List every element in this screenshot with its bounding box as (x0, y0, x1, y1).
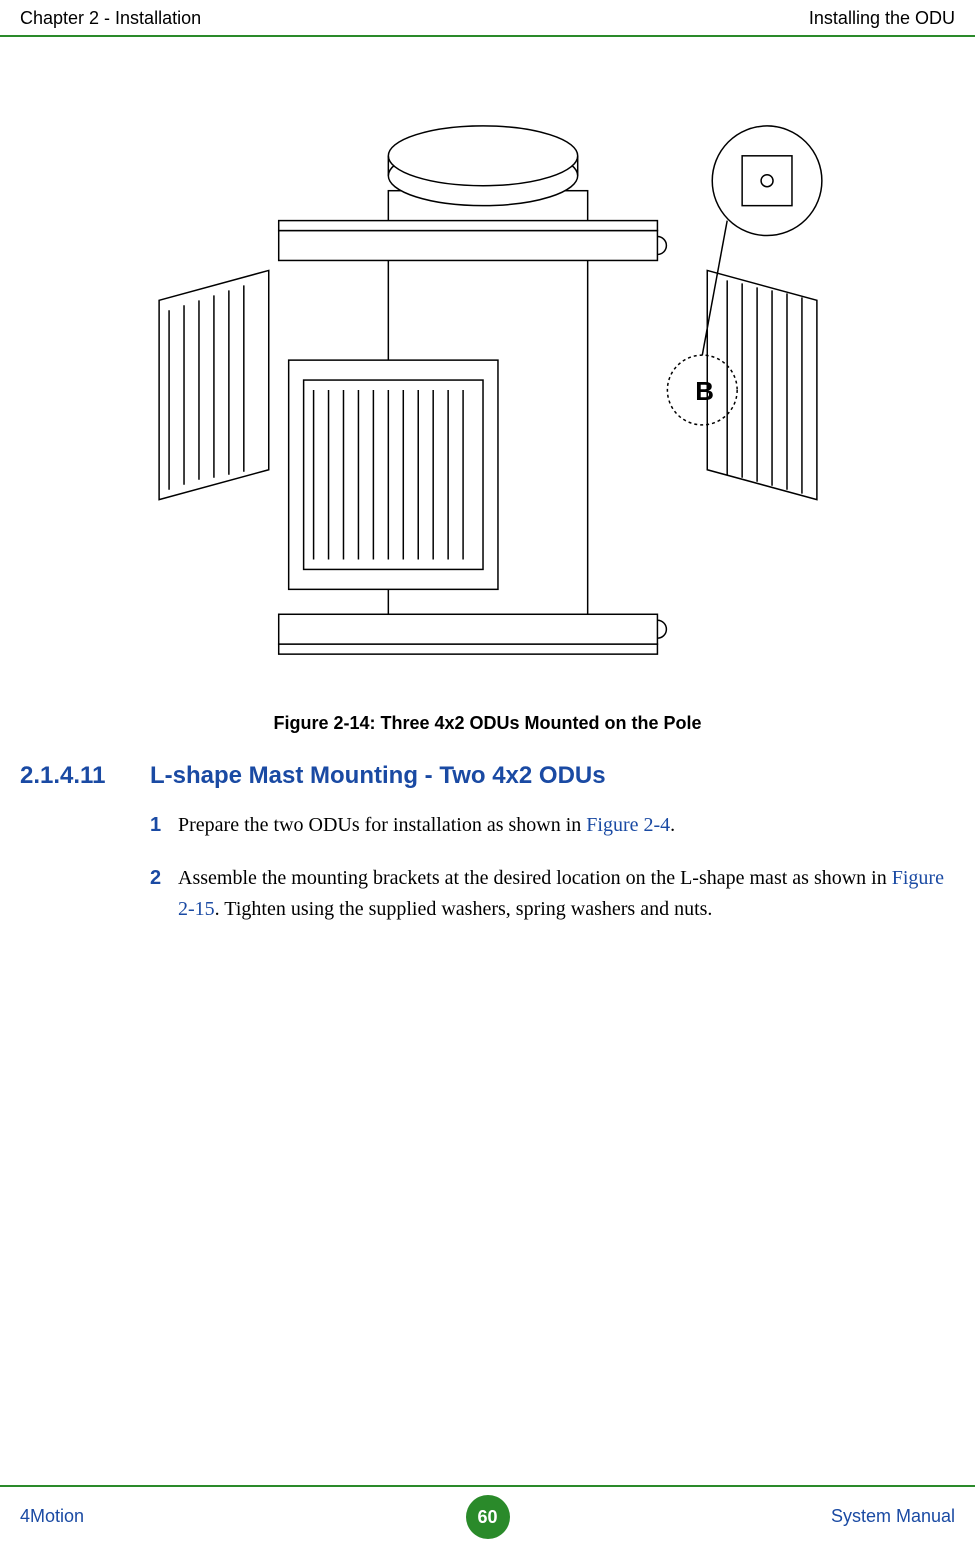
step-item: 2 Assemble the mounting brackets at the … (150, 863, 955, 925)
page-content: B Figure 2-14: Three 4x2 ODUs Mounted on… (20, 60, 955, 1475)
figure-caption: Figure 2-14: Three 4x2 ODUs Mounted on t… (20, 713, 955, 734)
step-item: 1 Prepare the two ODUs for installation … (150, 810, 955, 841)
page-number: 60 (477, 1507, 497, 1528)
footer-right: System Manual (831, 1506, 955, 1527)
step-number: 2 (150, 863, 178, 925)
page-header: Chapter 2 - Installation Installing the … (0, 0, 975, 37)
page-footer: 4Motion 60 System Manual (0, 1485, 975, 1545)
figure-callout-label: B (695, 378, 714, 406)
header-right: Installing the ODU (809, 8, 955, 29)
section-title: L-shape Mast Mounting - Two 4x2 ODUs (150, 762, 606, 790)
figure-image: B (128, 100, 848, 695)
step-text-post: . (670, 814, 675, 836)
header-left: Chapter 2 - Installation (20, 8, 201, 29)
step-text: Prepare the two ODUs for installation as… (178, 810, 955, 841)
step-text-pre: Prepare the two ODUs for installation as… (178, 814, 586, 836)
step-number: 1 (150, 810, 178, 841)
step-text-pre: Assemble the mounting brackets at the de… (178, 867, 892, 889)
step-text-post: . Tighten using the supplied washers, sp… (215, 898, 713, 920)
step-list: 1 Prepare the two ODUs for installation … (20, 810, 955, 925)
section-number: 2.1.4.11 (20, 762, 150, 790)
page-number-badge: 60 (466, 1495, 510, 1539)
step-text: Assemble the mounting brackets at the de… (178, 863, 955, 925)
figure-xref[interactable]: Figure 2-4 (586, 814, 670, 836)
footer-left: 4Motion (20, 1506, 84, 1527)
figure-block: B Figure 2-14: Three 4x2 ODUs Mounted on… (20, 100, 955, 734)
section-heading: 2.1.4.11 L-shape Mast Mounting - Two 4x2… (20, 762, 955, 790)
